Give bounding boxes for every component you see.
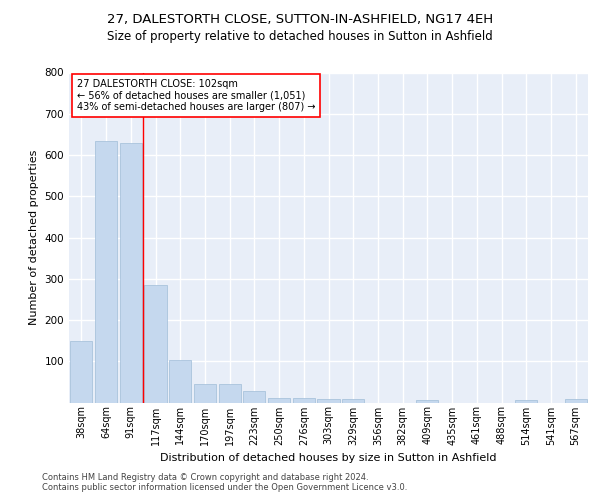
Bar (119, 142, 142, 402)
Bar (218, 384, 241, 402)
Bar (95, 140, 117, 402)
Bar (416, 400, 439, 402)
Y-axis label: Number of detached properties: Number of detached properties (29, 150, 39, 325)
X-axis label: Distribution of detached houses by size in Sutton in Ashfield: Distribution of detached houses by size … (160, 453, 497, 463)
Text: Size of property relative to detached houses in Sutton in Ashfield: Size of property relative to detached ho… (107, 30, 493, 43)
Bar (342, 399, 364, 402)
Text: Contains HM Land Registry data © Crown copyright and database right 2024.
Contai: Contains HM Land Registry data © Crown c… (42, 473, 407, 492)
Bar (243, 391, 265, 402)
Text: 27, DALESTORTH CLOSE, SUTTON-IN-ASHFIELD, NG17 4EH: 27, DALESTORTH CLOSE, SUTTON-IN-ASHFIELD… (107, 12, 493, 26)
Bar (317, 399, 340, 402)
Bar (145, 285, 167, 403)
Bar (293, 398, 315, 402)
Bar (515, 400, 538, 402)
Bar (70, 340, 92, 402)
Bar (169, 360, 191, 403)
Bar (194, 384, 216, 402)
Bar (565, 399, 587, 402)
Text: 27 DALESTORTH CLOSE: 102sqm
← 56% of detached houses are smaller (1,051)
43% of : 27 DALESTORTH CLOSE: 102sqm ← 56% of det… (77, 79, 315, 112)
Bar (268, 398, 290, 402)
